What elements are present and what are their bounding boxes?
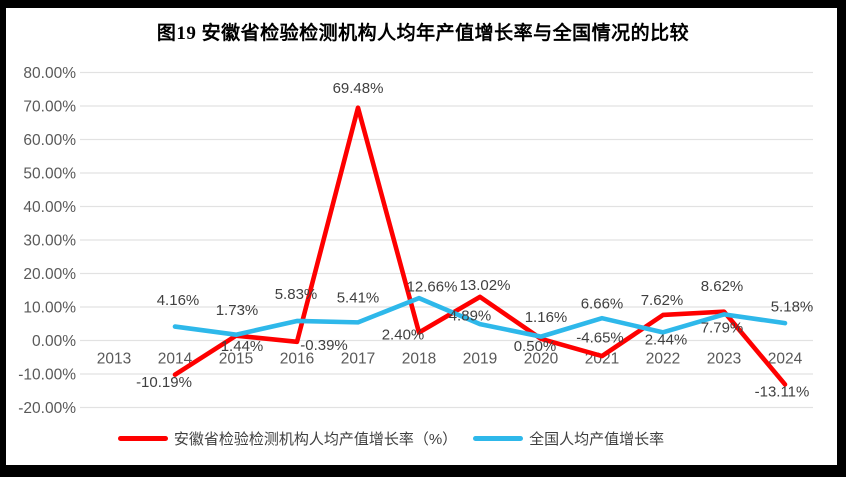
data-label: 13.02%	[460, 277, 511, 294]
legend-label-national: 全国人均产值增长率	[529, 431, 665, 448]
y-axis-tick-label: -20.00%	[18, 400, 76, 417]
x-axis-tick-label: 2015	[219, 350, 253, 367]
data-label: 4.16%	[157, 292, 200, 309]
y-axis-tick-label: 30.00%	[23, 232, 76, 249]
y-axis-tick-label: 60.00%	[23, 132, 76, 149]
legend-item-national: 全国人均产值增长率	[473, 428, 664, 449]
x-axis-tick-label: 2014	[158, 350, 193, 367]
data-label: 1.73%	[216, 302, 259, 319]
data-label: 5.18%	[771, 298, 814, 315]
x-axis-tick-label: 2016	[280, 350, 314, 367]
y-axis-tick-label: 70.00%	[23, 98, 76, 115]
data-label: 1.16%	[525, 309, 568, 326]
data-label: 2.44%	[645, 332, 688, 349]
x-axis-tick-label: 2024	[768, 350, 803, 367]
data-label: 1.44%	[221, 338, 264, 355]
x-axis-tick-label: 2019	[463, 350, 497, 367]
data-label: 6.66%	[581, 295, 624, 312]
x-axis-tick-label: 2018	[402, 350, 436, 367]
series-line-national	[172, 295, 788, 339]
data-label: 8.62%	[701, 278, 744, 295]
chart-title: 图19 安徽省检验检测机构人均年产值增长率与全国情况的比较	[156, 23, 690, 44]
y-axis-tick-label: 40.00%	[23, 199, 76, 216]
legend-label-anhui: 安徽省检验检测机构人均产值增长率（%）	[173, 431, 458, 448]
data-label: 69.48%	[333, 80, 384, 97]
x-axis-tick-label: 2020	[524, 350, 559, 367]
data-label: 5.41%	[337, 290, 380, 307]
legend-swatch-national	[473, 436, 524, 441]
data-label: 7.79%	[701, 320, 744, 337]
data-label: 2.40%	[382, 327, 425, 344]
data-label: -0.39%	[300, 337, 348, 354]
data-label: 5.83%	[275, 286, 318, 303]
data-label: 7.62%	[641, 292, 684, 309]
y-axis-tick-label: 10.00%	[23, 299, 76, 316]
x-axis-tick-label: 2023	[707, 350, 741, 367]
y-axis-tick-label: -10.00%	[18, 366, 76, 383]
data-label: -10.19%	[136, 374, 192, 391]
y-axis-tick-label: 20.00%	[23, 266, 76, 283]
data-label: 12.66%	[407, 278, 458, 295]
legend-swatch-anhui	[117, 436, 168, 441]
data-label: -13.11%	[755, 384, 810, 401]
data-label: -4.65%	[576, 329, 624, 346]
data-label: 4.89%	[449, 307, 492, 324]
legend-item-anhui: 安徽省检验检测机构人均产值增长率（%）	[117, 428, 458, 449]
y-axis-tick-label: 0.00%	[32, 333, 76, 350]
legend: 安徽省检验检测机构人均产值增长率（%） 全国人均产值增长率	[0, 428, 814, 449]
y-axis-tick-label: 50.00%	[23, 165, 76, 182]
x-axis-tick-label: 2013	[97, 350, 131, 367]
series-line-anhui	[172, 105, 788, 387]
y-axis-tick-label: 80.00%	[23, 65, 76, 82]
x-axis-tick-label: 2017	[341, 350, 375, 367]
data-label: 0.50%	[514, 338, 557, 355]
x-axis-tick-label: 2022	[646, 350, 680, 367]
